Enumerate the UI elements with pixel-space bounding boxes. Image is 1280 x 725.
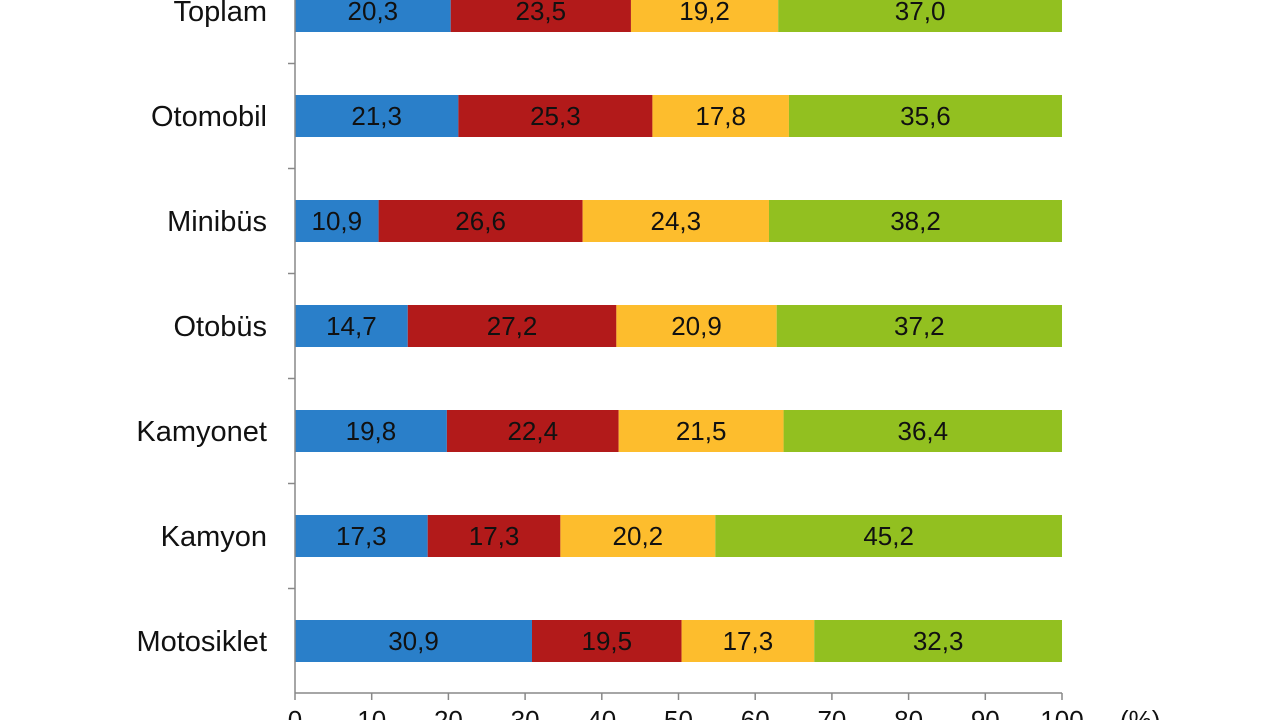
x-tick-label: 10	[357, 705, 386, 720]
category-label: Otomobil	[151, 101, 267, 133]
bar-value-label: 17,3	[469, 521, 520, 551]
category-label: Kamyonet	[136, 416, 267, 448]
bar-value-label: 20,9	[671, 311, 722, 341]
bar-segment	[458, 95, 653, 137]
bar-segment	[776, 305, 1062, 347]
bar-segment	[652, 95, 789, 137]
bar-value-label: 30,9	[388, 626, 439, 656]
bar-segment	[295, 95, 459, 137]
bar-segment	[450, 0, 631, 32]
bar-value-label: 26,6	[455, 206, 506, 236]
category-label: Kamyon	[161, 521, 267, 553]
bar-value-label: 20,3	[348, 0, 399, 26]
x-axis-unit-label: (%)	[1120, 705, 1160, 720]
bar-segment	[814, 620, 1062, 662]
bar-value-label: 19,5	[581, 626, 632, 656]
bar-value-label: 23,5	[516, 0, 567, 26]
x-tick-label: 40	[587, 705, 616, 720]
bar-value-label: 17,3	[723, 626, 774, 656]
bar-segment	[616, 305, 777, 347]
bar-segment	[715, 515, 1062, 557]
x-tick-label: 70	[817, 705, 846, 720]
x-tick-label: 30	[511, 705, 540, 720]
bar-value-label: 45,2	[863, 521, 914, 551]
bar-value-label: 37,2	[894, 311, 945, 341]
bar-segment	[295, 620, 532, 662]
bar-segment	[446, 410, 619, 452]
bar-value-label: 21,3	[351, 101, 402, 131]
x-tick-label: 60	[741, 705, 770, 720]
bar-segment	[295, 410, 447, 452]
bar-segment	[295, 515, 428, 557]
bar-value-label: 10,9	[311, 206, 362, 236]
bar-value-label: 35,6	[900, 101, 951, 131]
bar-value-label: 17,3	[336, 521, 387, 551]
bar-value-label: 37,0	[895, 0, 946, 26]
category-label: Otobüs	[174, 311, 268, 343]
bar-segment	[681, 620, 815, 662]
bar-value-label: 24,3	[651, 206, 702, 236]
bar-segment	[378, 200, 583, 242]
bar-value-label: 20,2	[613, 521, 664, 551]
x-tick-label: 0	[288, 705, 302, 720]
bar-segment	[788, 95, 1062, 137]
category-label: Motosiklet	[136, 626, 267, 658]
bar-segment	[783, 410, 1062, 452]
bar-segment	[630, 0, 779, 32]
bar-value-label: 17,8	[695, 101, 746, 131]
bar-segment	[769, 200, 1062, 242]
x-tick-label: 50	[664, 705, 693, 720]
bar-segment	[295, 305, 408, 347]
category-label: Minibüs	[167, 206, 267, 238]
bar-segment	[778, 0, 1062, 32]
bar-segment	[295, 200, 379, 242]
bar-value-label: 36,4	[897, 416, 948, 446]
x-tick-label: 20	[434, 705, 463, 720]
bar-segment	[295, 0, 451, 32]
bar-segment	[560, 515, 716, 557]
bar-value-label: 25,3	[530, 101, 581, 131]
category-label: Toplam	[174, 0, 268, 28]
bar-segment	[582, 200, 770, 242]
bar-value-label: 32,3	[913, 626, 964, 656]
bar-value-label: 19,8	[346, 416, 397, 446]
bar-segment	[407, 305, 617, 347]
x-tick-label: 90	[971, 705, 1000, 720]
bar-value-label: 19,2	[679, 0, 730, 26]
bars-layer: 20,3 23,5 19,2 37,0 21,3 25,3 17,8 35,6 10,9 26,6…	[295, 0, 1062, 662]
bar-segment	[532, 620, 682, 662]
bar-segment	[427, 515, 561, 557]
x-tick-label: 100	[1040, 705, 1083, 720]
bar-value-label: 22,4	[507, 416, 558, 446]
bar-value-label: 21,5	[676, 416, 727, 446]
x-tick-label: 80	[894, 705, 923, 720]
bar-value-label: 38,2	[890, 206, 941, 236]
bar-value-label: 14,7	[326, 311, 377, 341]
category-labels: Toplam Otomobil Minibüs Otobüs Kamyonet Kamyo…	[136, 0, 267, 658]
bar-value-label: 27,2	[487, 311, 538, 341]
bar-segment	[618, 410, 784, 452]
